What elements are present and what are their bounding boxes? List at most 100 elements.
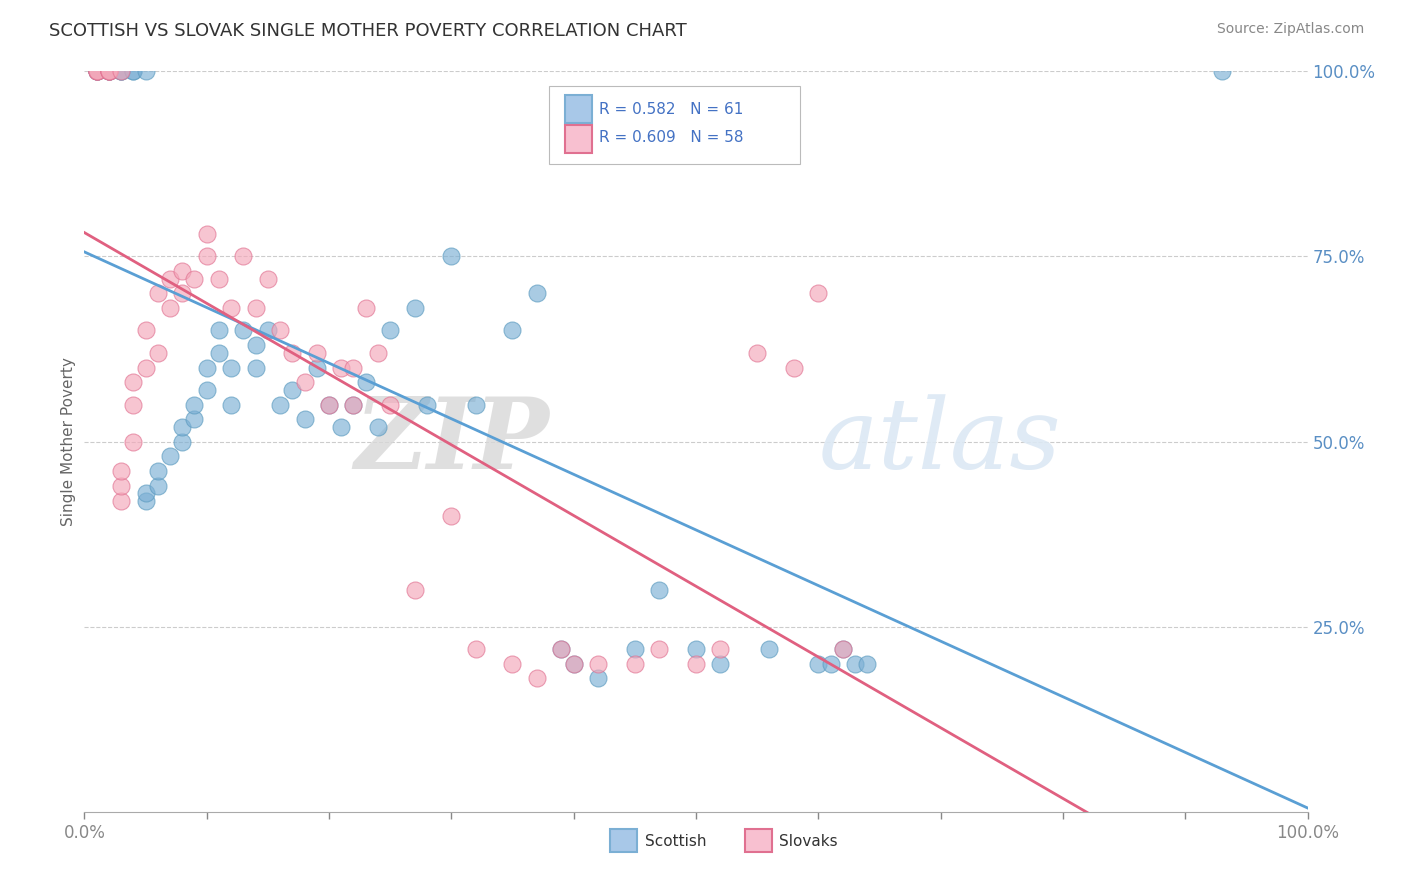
Point bbox=[318, 398, 340, 412]
Point bbox=[831, 641, 853, 656]
Point bbox=[183, 398, 205, 412]
Point bbox=[97, 64, 120, 78]
Text: Scottish: Scottish bbox=[644, 834, 706, 849]
Point bbox=[146, 286, 169, 301]
Point bbox=[586, 657, 609, 671]
Point bbox=[831, 641, 853, 656]
Point bbox=[257, 271, 280, 285]
Point bbox=[380, 324, 402, 338]
Point bbox=[807, 657, 830, 671]
Point bbox=[783, 360, 806, 375]
Point bbox=[86, 64, 108, 78]
Point bbox=[648, 582, 671, 597]
Point bbox=[208, 271, 231, 285]
Point bbox=[404, 582, 426, 597]
Point bbox=[562, 657, 585, 671]
Point bbox=[97, 64, 120, 78]
Point bbox=[110, 64, 132, 78]
Point bbox=[110, 64, 132, 78]
Text: Slovaks: Slovaks bbox=[779, 834, 838, 849]
Point bbox=[257, 324, 280, 338]
Point bbox=[97, 64, 120, 78]
Point bbox=[135, 64, 157, 78]
Text: atlas: atlas bbox=[818, 394, 1062, 489]
Point bbox=[195, 227, 218, 242]
Point bbox=[110, 64, 132, 78]
Point bbox=[159, 450, 181, 464]
Point bbox=[269, 398, 291, 412]
Point bbox=[550, 641, 572, 656]
FancyBboxPatch shape bbox=[565, 95, 592, 123]
Point bbox=[159, 301, 181, 316]
Point bbox=[820, 657, 842, 671]
Point bbox=[86, 64, 108, 78]
Point bbox=[97, 64, 120, 78]
Point bbox=[269, 324, 291, 338]
Point bbox=[110, 464, 132, 478]
Point bbox=[245, 301, 267, 316]
Point bbox=[135, 493, 157, 508]
Point bbox=[208, 345, 231, 359]
Point bbox=[440, 508, 463, 523]
Point bbox=[86, 64, 108, 78]
Point bbox=[502, 657, 524, 671]
Point bbox=[624, 657, 647, 671]
Point bbox=[294, 412, 316, 426]
Point bbox=[562, 657, 585, 671]
Point bbox=[122, 376, 145, 390]
Point bbox=[648, 641, 671, 656]
Point bbox=[404, 301, 426, 316]
Point bbox=[232, 324, 254, 338]
Point bbox=[195, 360, 218, 375]
Point bbox=[146, 479, 169, 493]
Point bbox=[330, 419, 353, 434]
Point bbox=[86, 64, 108, 78]
Point bbox=[464, 641, 486, 656]
Point bbox=[97, 64, 120, 78]
Point bbox=[342, 398, 364, 412]
Text: R = 0.582   N = 61: R = 0.582 N = 61 bbox=[599, 102, 744, 117]
Point bbox=[183, 271, 205, 285]
Point bbox=[97, 64, 120, 78]
FancyBboxPatch shape bbox=[610, 829, 637, 853]
Point bbox=[245, 360, 267, 375]
Point bbox=[219, 398, 242, 412]
Point bbox=[305, 360, 328, 375]
Point bbox=[146, 345, 169, 359]
Point bbox=[464, 398, 486, 412]
Point bbox=[172, 419, 194, 434]
Point bbox=[281, 383, 304, 397]
Point bbox=[330, 360, 353, 375]
Point bbox=[135, 486, 157, 500]
Point bbox=[758, 641, 780, 656]
Point bbox=[342, 360, 364, 375]
Point bbox=[208, 324, 231, 338]
Point bbox=[856, 657, 879, 671]
Point bbox=[135, 360, 157, 375]
Point bbox=[122, 64, 145, 78]
Point bbox=[146, 464, 169, 478]
Point bbox=[354, 376, 377, 390]
Point bbox=[110, 479, 132, 493]
Text: R = 0.609   N = 58: R = 0.609 N = 58 bbox=[599, 130, 744, 145]
Point bbox=[245, 338, 267, 352]
Point bbox=[502, 324, 524, 338]
Point bbox=[305, 345, 328, 359]
Point bbox=[367, 345, 389, 359]
Point bbox=[354, 301, 377, 316]
FancyBboxPatch shape bbox=[745, 829, 772, 853]
Point bbox=[195, 383, 218, 397]
Point bbox=[550, 641, 572, 656]
Point bbox=[709, 641, 731, 656]
Point bbox=[1211, 64, 1233, 78]
Point bbox=[380, 398, 402, 412]
Point bbox=[685, 657, 707, 671]
Text: Source: ZipAtlas.com: Source: ZipAtlas.com bbox=[1216, 22, 1364, 37]
Point bbox=[281, 345, 304, 359]
Point bbox=[122, 398, 145, 412]
Point bbox=[709, 657, 731, 671]
Point bbox=[219, 360, 242, 375]
Point bbox=[294, 376, 316, 390]
Point bbox=[526, 672, 548, 686]
Point bbox=[844, 657, 866, 671]
